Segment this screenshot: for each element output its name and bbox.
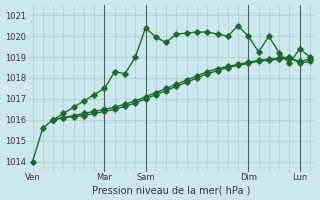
X-axis label: Pression niveau de la mer( hPa ): Pression niveau de la mer( hPa ) bbox=[92, 185, 251, 195]
